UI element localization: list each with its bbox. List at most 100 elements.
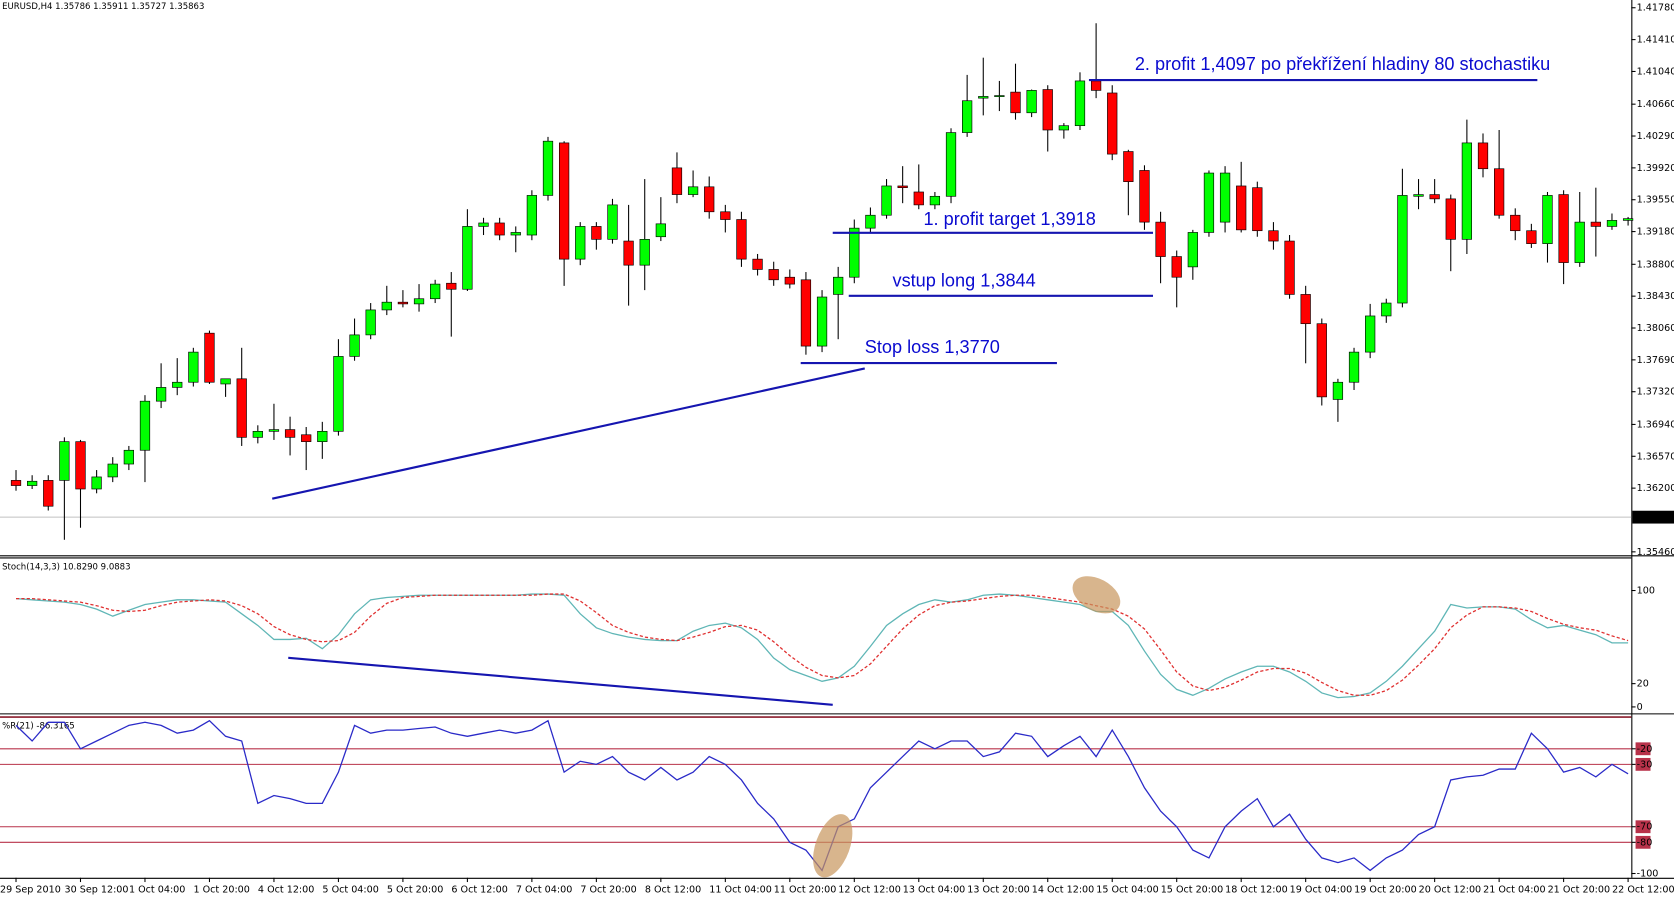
candle-body	[10, 480, 22, 486]
y-tick-label: 1.37320	[1637, 387, 1674, 398]
x-tick-label: 4 Oct 12:00	[258, 885, 314, 896]
candle-body	[800, 279, 812, 347]
highlight	[813, 814, 853, 878]
drawings	[272, 79, 1538, 706]
x-tick-label: 13 Oct 04:00	[903, 885, 966, 896]
level-label-box	[1635, 820, 1651, 834]
candle-body	[397, 301, 409, 305]
candle-body	[91, 476, 102, 490]
candle-body	[865, 214, 876, 229]
candle-body	[978, 96, 989, 99]
y-tick-label: -80	[1637, 837, 1653, 848]
y-tick-label: 1.36940	[1637, 419, 1674, 430]
trend-line	[272, 367, 865, 500]
candle-body	[1461, 142, 1473, 240]
candle-body	[945, 132, 957, 197]
candle-body	[172, 381, 183, 388]
x-tick-label: 11 Oct 20:00	[774, 885, 837, 896]
x-tick-label: 14 Oct 12:00	[1032, 885, 1095, 896]
candle-body	[494, 222, 505, 236]
candle-body	[704, 186, 715, 213]
candle-body	[446, 282, 457, 290]
x-tick-label: 18 Oct 12:00	[1225, 885, 1288, 896]
candle-body	[994, 95, 1005, 97]
candle-body	[558, 142, 570, 260]
candle-body	[462, 226, 473, 290]
y-tick-label: 1.37690	[1637, 355, 1674, 366]
candle-body	[1558, 194, 1569, 263]
indicator-line	[16, 593, 1629, 696]
x-tick-label: 15 Oct 20:00	[1161, 885, 1224, 896]
divergence-line	[288, 656, 833, 706]
candle-body	[188, 351, 199, 383]
x-tick-label: 21 Oct 04:00	[1483, 885, 1546, 896]
x-tick-label: 7 Oct 20:00	[580, 885, 636, 896]
y-tick-label: 1.36570	[1637, 451, 1674, 462]
candle-body	[1219, 172, 1231, 223]
candle-body	[639, 239, 650, 266]
y-tick-label: 1.41410	[1637, 35, 1674, 46]
current-price-label: 1.35863	[1634, 512, 1674, 523]
level-label-box	[1635, 835, 1651, 849]
indicator-line	[15, 593, 1629, 699]
candle-body	[1090, 80, 1102, 91]
candle-body	[107, 463, 118, 478]
y-tick-label: 1.41040	[1637, 66, 1674, 77]
candle-body	[236, 378, 247, 438]
candle-body	[139, 400, 151, 451]
highlight	[1072, 576, 1121, 614]
candle-body	[365, 309, 376, 336]
x-tick-label: 7 Oct 04:00	[516, 885, 572, 896]
x-tick-label: 5 Oct 20:00	[387, 885, 443, 896]
candle-body	[881, 185, 892, 216]
candle-body	[43, 480, 54, 507]
candle-body	[1123, 151, 1134, 182]
candle-body	[1252, 187, 1263, 232]
y-tick-label: 1.38430	[1637, 291, 1674, 302]
candle-body	[155, 387, 167, 402]
y-tick-label: 100	[1637, 586, 1655, 597]
candle-body	[1622, 218, 1634, 221]
candle-body	[220, 378, 231, 385]
y-tick-label: -70	[1637, 822, 1653, 833]
candle-body	[1477, 142, 1489, 170]
y-tick-label: 0	[1637, 702, 1643, 713]
candle-body	[301, 434, 312, 442]
candle-body	[268, 429, 280, 432]
stoch-title: Stoch(14,3,3) 10.8290 9.0883	[2, 563, 130, 573]
x-tick-label: 20 Oct 12:00	[1419, 885, 1482, 896]
candle-body	[1139, 170, 1150, 223]
candle-body	[526, 195, 538, 236]
wpr-title: %R(21) -86.3165	[2, 722, 75, 732]
candle-body	[27, 480, 38, 486]
frame	[0, 0, 1674, 879]
candle-body	[671, 167, 683, 195]
candle-body	[929, 195, 941, 206]
candle-body	[1074, 80, 1086, 127]
x-tick-label: 6 Oct 12:00	[451, 885, 507, 896]
y-tick-label: 1.40290	[1637, 131, 1674, 142]
x-tick-label: 21 Oct 20:00	[1548, 885, 1611, 896]
candle-body	[1606, 220, 1618, 227]
x-tick-label: 19 Oct 04:00	[1290, 885, 1353, 896]
candle-body	[1494, 168, 1505, 216]
candle-body	[687, 186, 699, 195]
candle-body	[575, 226, 586, 260]
candle-body	[607, 204, 618, 240]
x-tick-label: 11 Oct 04:00	[709, 885, 772, 896]
candle-body	[1268, 230, 1279, 242]
candle-body	[430, 283, 441, 300]
candle-body	[510, 232, 521, 236]
candle-body	[333, 356, 344, 432]
candle-body	[1187, 232, 1198, 268]
candle-body	[1429, 194, 1440, 200]
candle-body	[1058, 125, 1069, 131]
y-tick-label: -20	[1637, 744, 1653, 755]
candle-body	[252, 430, 263, 438]
candle-body	[284, 429, 296, 438]
candle-body	[381, 301, 392, 311]
y-tick-label: -30	[1637, 759, 1653, 770]
